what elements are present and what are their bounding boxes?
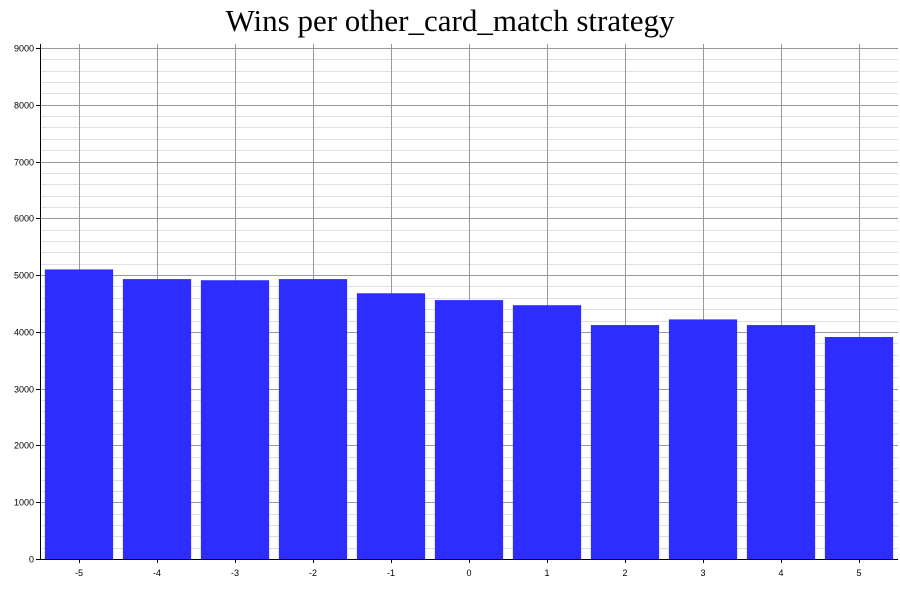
y-tick-label: 0 [29, 555, 34, 565]
chart-title: Wins per other_card_match strategy [225, 3, 675, 38]
bar--3 [200, 280, 270, 559]
y-tick-label: 5000 [14, 271, 34, 281]
x-tick-label: 1 [544, 568, 549, 578]
x-tick-label: 5 [856, 568, 861, 578]
y-tick-label: 4000 [14, 328, 34, 338]
bar--1 [356, 293, 426, 559]
bar-4 [746, 325, 816, 559]
bar-5 [824, 336, 894, 559]
x-tick-label: -5 [75, 568, 83, 578]
x-tick-label: 4 [778, 568, 783, 578]
bar-2 [590, 325, 660, 559]
bars [44, 269, 894, 559]
y-tick-label: 1000 [14, 498, 34, 508]
bar-3 [668, 319, 738, 559]
y-tick-label: 3000 [14, 385, 34, 395]
x-tick-label: -4 [153, 568, 161, 578]
x-tick-label: -2 [309, 568, 317, 578]
y-tick-label: 6000 [14, 214, 34, 224]
x-tick-label: 3 [700, 568, 705, 578]
x-axis-ticks: -5 -4 -3 -2 -1 0 1 2 3 4 5 [75, 559, 862, 578]
bar--2 [278, 279, 348, 559]
y-tick-label: 8000 [14, 101, 34, 111]
bar-0 [434, 300, 504, 559]
x-tick-label: 2 [622, 568, 627, 578]
x-tick-label: -3 [231, 568, 239, 578]
y-tick-label: 7000 [14, 158, 34, 168]
x-tick-label: -1 [387, 568, 395, 578]
y-tick-label: 2000 [14, 441, 34, 451]
bar--4 [122, 279, 192, 559]
y-axis-ticks: 0 1000 2000 3000 4000 5000 6000 7000 8000 9000 [14, 44, 40, 565]
bar--5 [44, 269, 114, 559]
bar-1 [512, 305, 582, 559]
x-tick-label: 0 [466, 568, 471, 578]
y-tick-label: 9000 [14, 44, 34, 54]
